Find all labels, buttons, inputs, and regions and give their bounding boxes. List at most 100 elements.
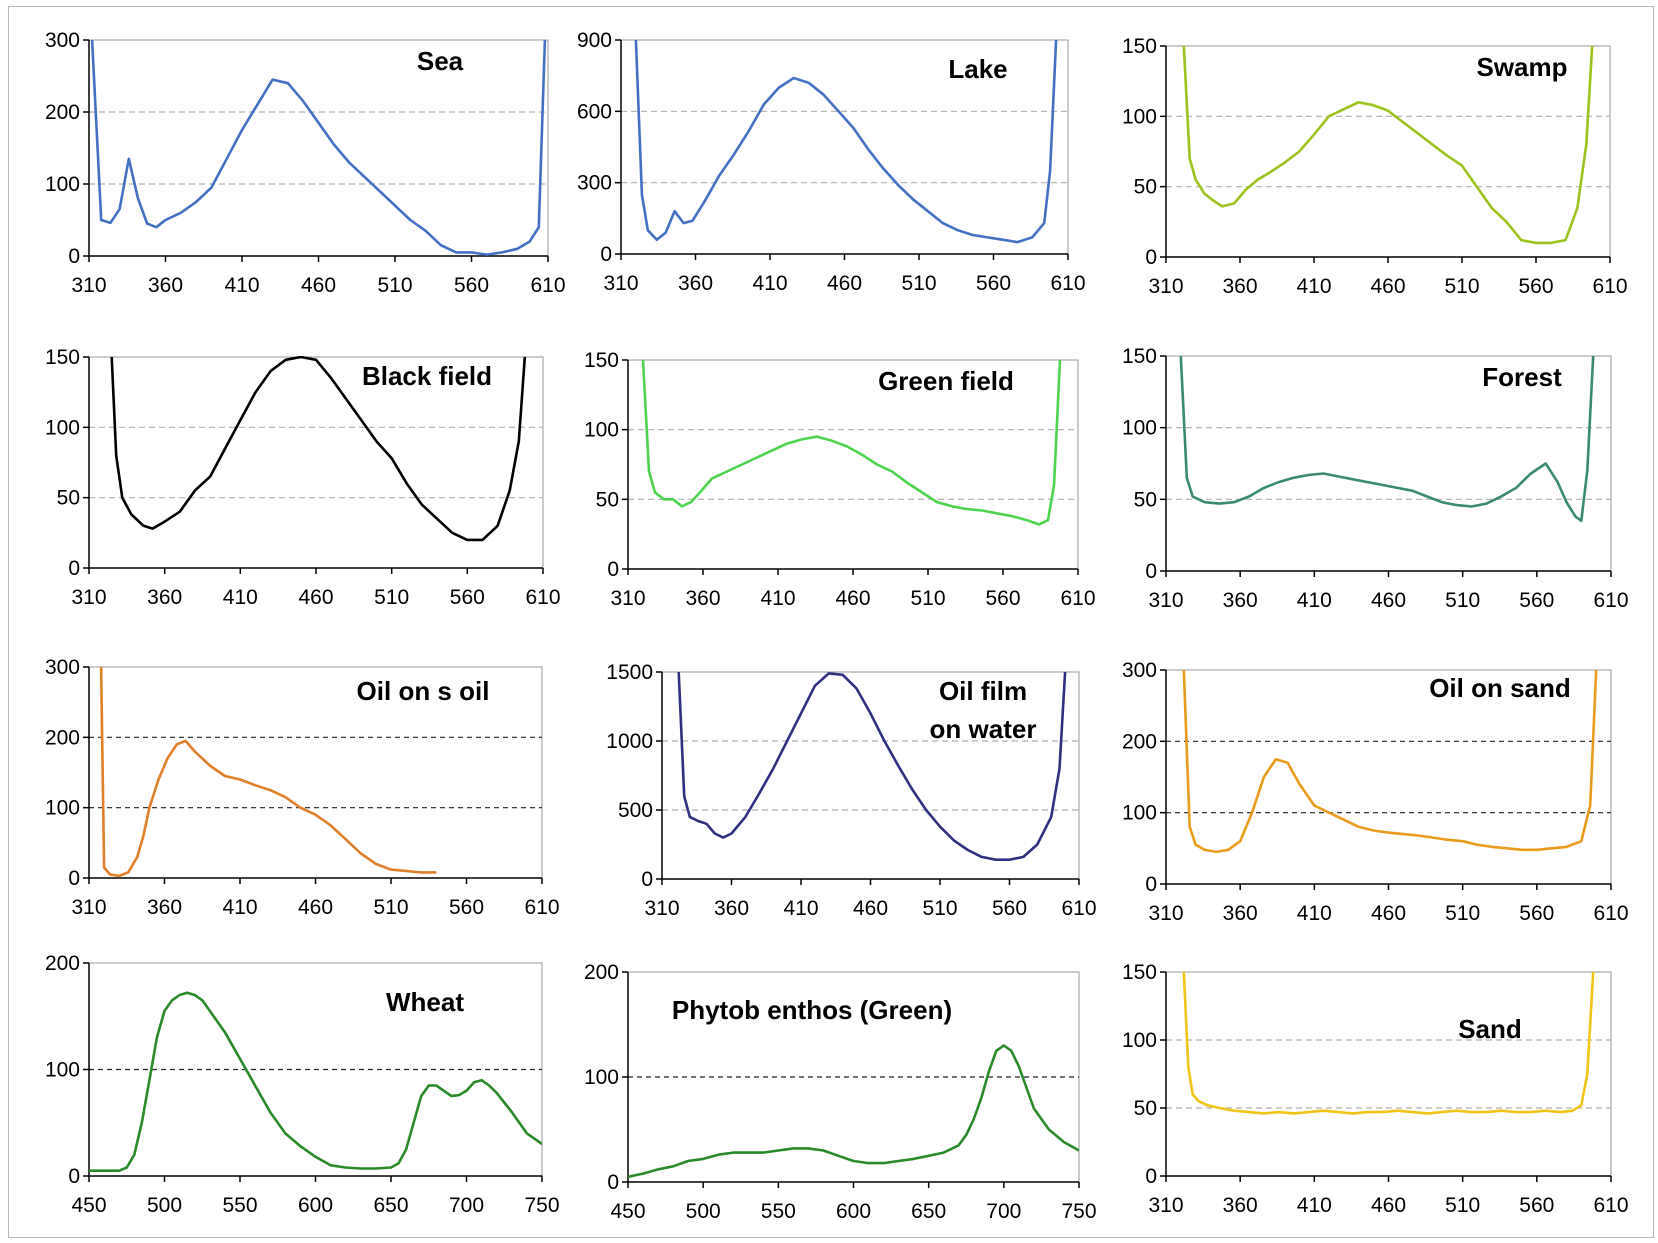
- panel-4: 0 50 100 150 310 360 410 460 510 560 610 Black fiel…: [45, 346, 561, 609]
- y-tick-label: 150: [1122, 961, 1157, 984]
- x-tick-label: 360: [147, 896, 182, 919]
- x-tick-label: 610: [1593, 1194, 1628, 1217]
- plot-area: [1165, 971, 1612, 1177]
- x-tick-label: 610: [1592, 275, 1627, 298]
- x-tick-label: 560: [1518, 275, 1553, 298]
- panel-8: 0 500 1000 1500 310 360 410 460 510 560 610 Oil fil…: [606, 661, 1096, 920]
- series-line: [89, 991, 542, 1172]
- x-tick-label: 410: [223, 586, 258, 609]
- panel-3: 0 50 100 150 310 360 410 460 510 560 610 Swamp: [1122, 35, 1628, 298]
- x-tick-label: 310: [71, 586, 106, 609]
- x-tick-label: 410: [1297, 589, 1332, 612]
- y-tick-label: 200: [1122, 730, 1157, 753]
- x-tick-label: 610: [1593, 589, 1628, 612]
- x-tick-label: 610: [524, 896, 559, 919]
- series-line: [99, 666, 437, 878]
- x-tick-label: 610: [1593, 902, 1628, 925]
- y-tick-label: 0: [607, 558, 619, 581]
- x-tick-label: 310: [1148, 589, 1183, 612]
- panel-6: 0 50 100 150 310 360 410 460 510 560 610 Forest: [1122, 345, 1629, 612]
- y-tick-label: 0: [68, 245, 80, 268]
- y-tick-label: 50: [1134, 176, 1157, 199]
- x-tick-label: 360: [1222, 275, 1257, 298]
- y-tick-label: 0: [600, 243, 612, 266]
- x-tick-label: 550: [222, 1194, 257, 1217]
- chart-title: Swamp: [1476, 52, 1567, 82]
- y-tick-label: 100: [1122, 802, 1157, 825]
- x-tick-label: 560: [454, 274, 489, 297]
- series-line: [1182, 971, 1595, 1115]
- y-tick-label: 150: [584, 349, 619, 372]
- x-tick-label: 750: [1061, 1200, 1096, 1223]
- x-tick-label: 560: [1519, 902, 1554, 925]
- y-tick-label: 600: [577, 100, 612, 123]
- x-tick-label: 550: [761, 1200, 796, 1223]
- series-line: [641, 359, 1062, 526]
- y-tick-label: 50: [57, 487, 80, 510]
- chart-title: Phytob enthos (Green): [672, 995, 952, 1025]
- y-tick-label: 100: [1122, 1029, 1157, 1052]
- y-tick-label: 0: [607, 1171, 619, 1194]
- x-tick-label: 510: [373, 896, 408, 919]
- y-tick-label: 50: [1134, 488, 1157, 511]
- x-tick-label: 460: [298, 896, 333, 919]
- x-tick-label: 410: [224, 274, 259, 297]
- chart-title: Oil on sand: [1429, 673, 1571, 703]
- x-tick-label: 310: [1148, 1194, 1183, 1217]
- plot-area: [1165, 669, 1612, 885]
- y-tick-label: 100: [45, 416, 80, 439]
- x-tick-label: 610: [1050, 272, 1085, 295]
- chart-title-line2: on water: [930, 714, 1037, 744]
- series-line: [1179, 355, 1595, 523]
- y-tick-label: 200: [45, 726, 80, 749]
- x-tick-label: 510: [922, 897, 957, 920]
- x-tick-label: 310: [1148, 275, 1183, 298]
- x-tick-label: 310: [1148, 902, 1183, 925]
- x-tick-label: 560: [1519, 589, 1554, 612]
- y-tick-label: 0: [641, 868, 653, 891]
- series-line: [110, 356, 527, 542]
- y-tick-label: 200: [45, 101, 80, 124]
- x-tick-label: 500: [686, 1200, 721, 1223]
- x-tick-label: 460: [301, 274, 336, 297]
- x-tick-label: 600: [298, 1194, 333, 1217]
- x-tick-label: 560: [985, 587, 1020, 610]
- chart-title: Forest: [1482, 362, 1562, 392]
- y-tick-label: 150: [1122, 345, 1157, 368]
- y-tick-label: 150: [1122, 35, 1157, 58]
- y-tick-label: 100: [1122, 105, 1157, 128]
- chart-title: Black field: [362, 361, 492, 391]
- x-tick-label: 360: [1223, 589, 1258, 612]
- y-tick-label: 300: [577, 172, 612, 195]
- x-tick-label: 650: [373, 1194, 408, 1217]
- chart-title: Oil on s oil: [357, 676, 490, 706]
- x-tick-label: 460: [827, 272, 862, 295]
- y-tick-label: 0: [68, 557, 80, 580]
- y-tick-label: 1500: [606, 661, 653, 684]
- x-tick-label: 460: [1371, 589, 1406, 612]
- x-tick-label: 700: [986, 1200, 1021, 1223]
- panel-10: 0 100 200 450 500 550 600 650 700 750 Wheat: [45, 952, 560, 1217]
- y-tick-label: 0: [68, 867, 80, 890]
- panel-7: 0 100 200 300 310 360 410 460 510 560 610 Oil on s …: [45, 656, 560, 919]
- x-tick-label: 410: [752, 272, 787, 295]
- panel-9: 0 100 200 300 310 360 410 460 510 560 610 Oil on sa…: [1122, 659, 1629, 925]
- x-tick-label: 460: [1370, 275, 1405, 298]
- x-tick-label: 610: [1060, 587, 1095, 610]
- x-tick-label: 750: [524, 1194, 559, 1217]
- x-tick-label: 650: [911, 1200, 946, 1223]
- y-tick-label: 200: [45, 952, 80, 975]
- plot-area: [88, 356, 544, 569]
- y-tick-label: 100: [45, 1059, 80, 1082]
- x-tick-label: 310: [71, 896, 106, 919]
- x-tick-label: 510: [1444, 275, 1479, 298]
- x-tick-label: 360: [148, 274, 183, 297]
- x-tick-label: 450: [71, 1194, 106, 1217]
- y-tick-label: 300: [45, 29, 80, 52]
- x-tick-label: 410: [1296, 275, 1331, 298]
- panel-12: 0 50 100 150 310 360 410 460 510 560 610 Sand: [1122, 961, 1629, 1217]
- x-tick-label: 510: [377, 274, 412, 297]
- chart-title: Sea: [417, 46, 464, 76]
- chart-title: Lake: [948, 54, 1007, 84]
- x-tick-label: 310: [644, 897, 679, 920]
